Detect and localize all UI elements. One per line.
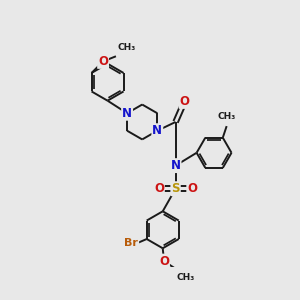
Text: N: N <box>171 159 181 172</box>
Text: S: S <box>171 182 180 195</box>
Text: O: O <box>159 255 169 268</box>
Text: N: N <box>152 124 162 137</box>
Text: O: O <box>98 55 108 68</box>
Text: O: O <box>179 95 190 108</box>
Text: Br: Br <box>124 238 138 248</box>
Text: CH₃: CH₃ <box>177 273 195 282</box>
Text: CH₃: CH₃ <box>218 112 236 122</box>
Text: O: O <box>187 182 197 195</box>
Text: CH₃: CH₃ <box>117 43 136 52</box>
Text: O: O <box>154 182 164 195</box>
Text: N: N <box>122 107 132 120</box>
